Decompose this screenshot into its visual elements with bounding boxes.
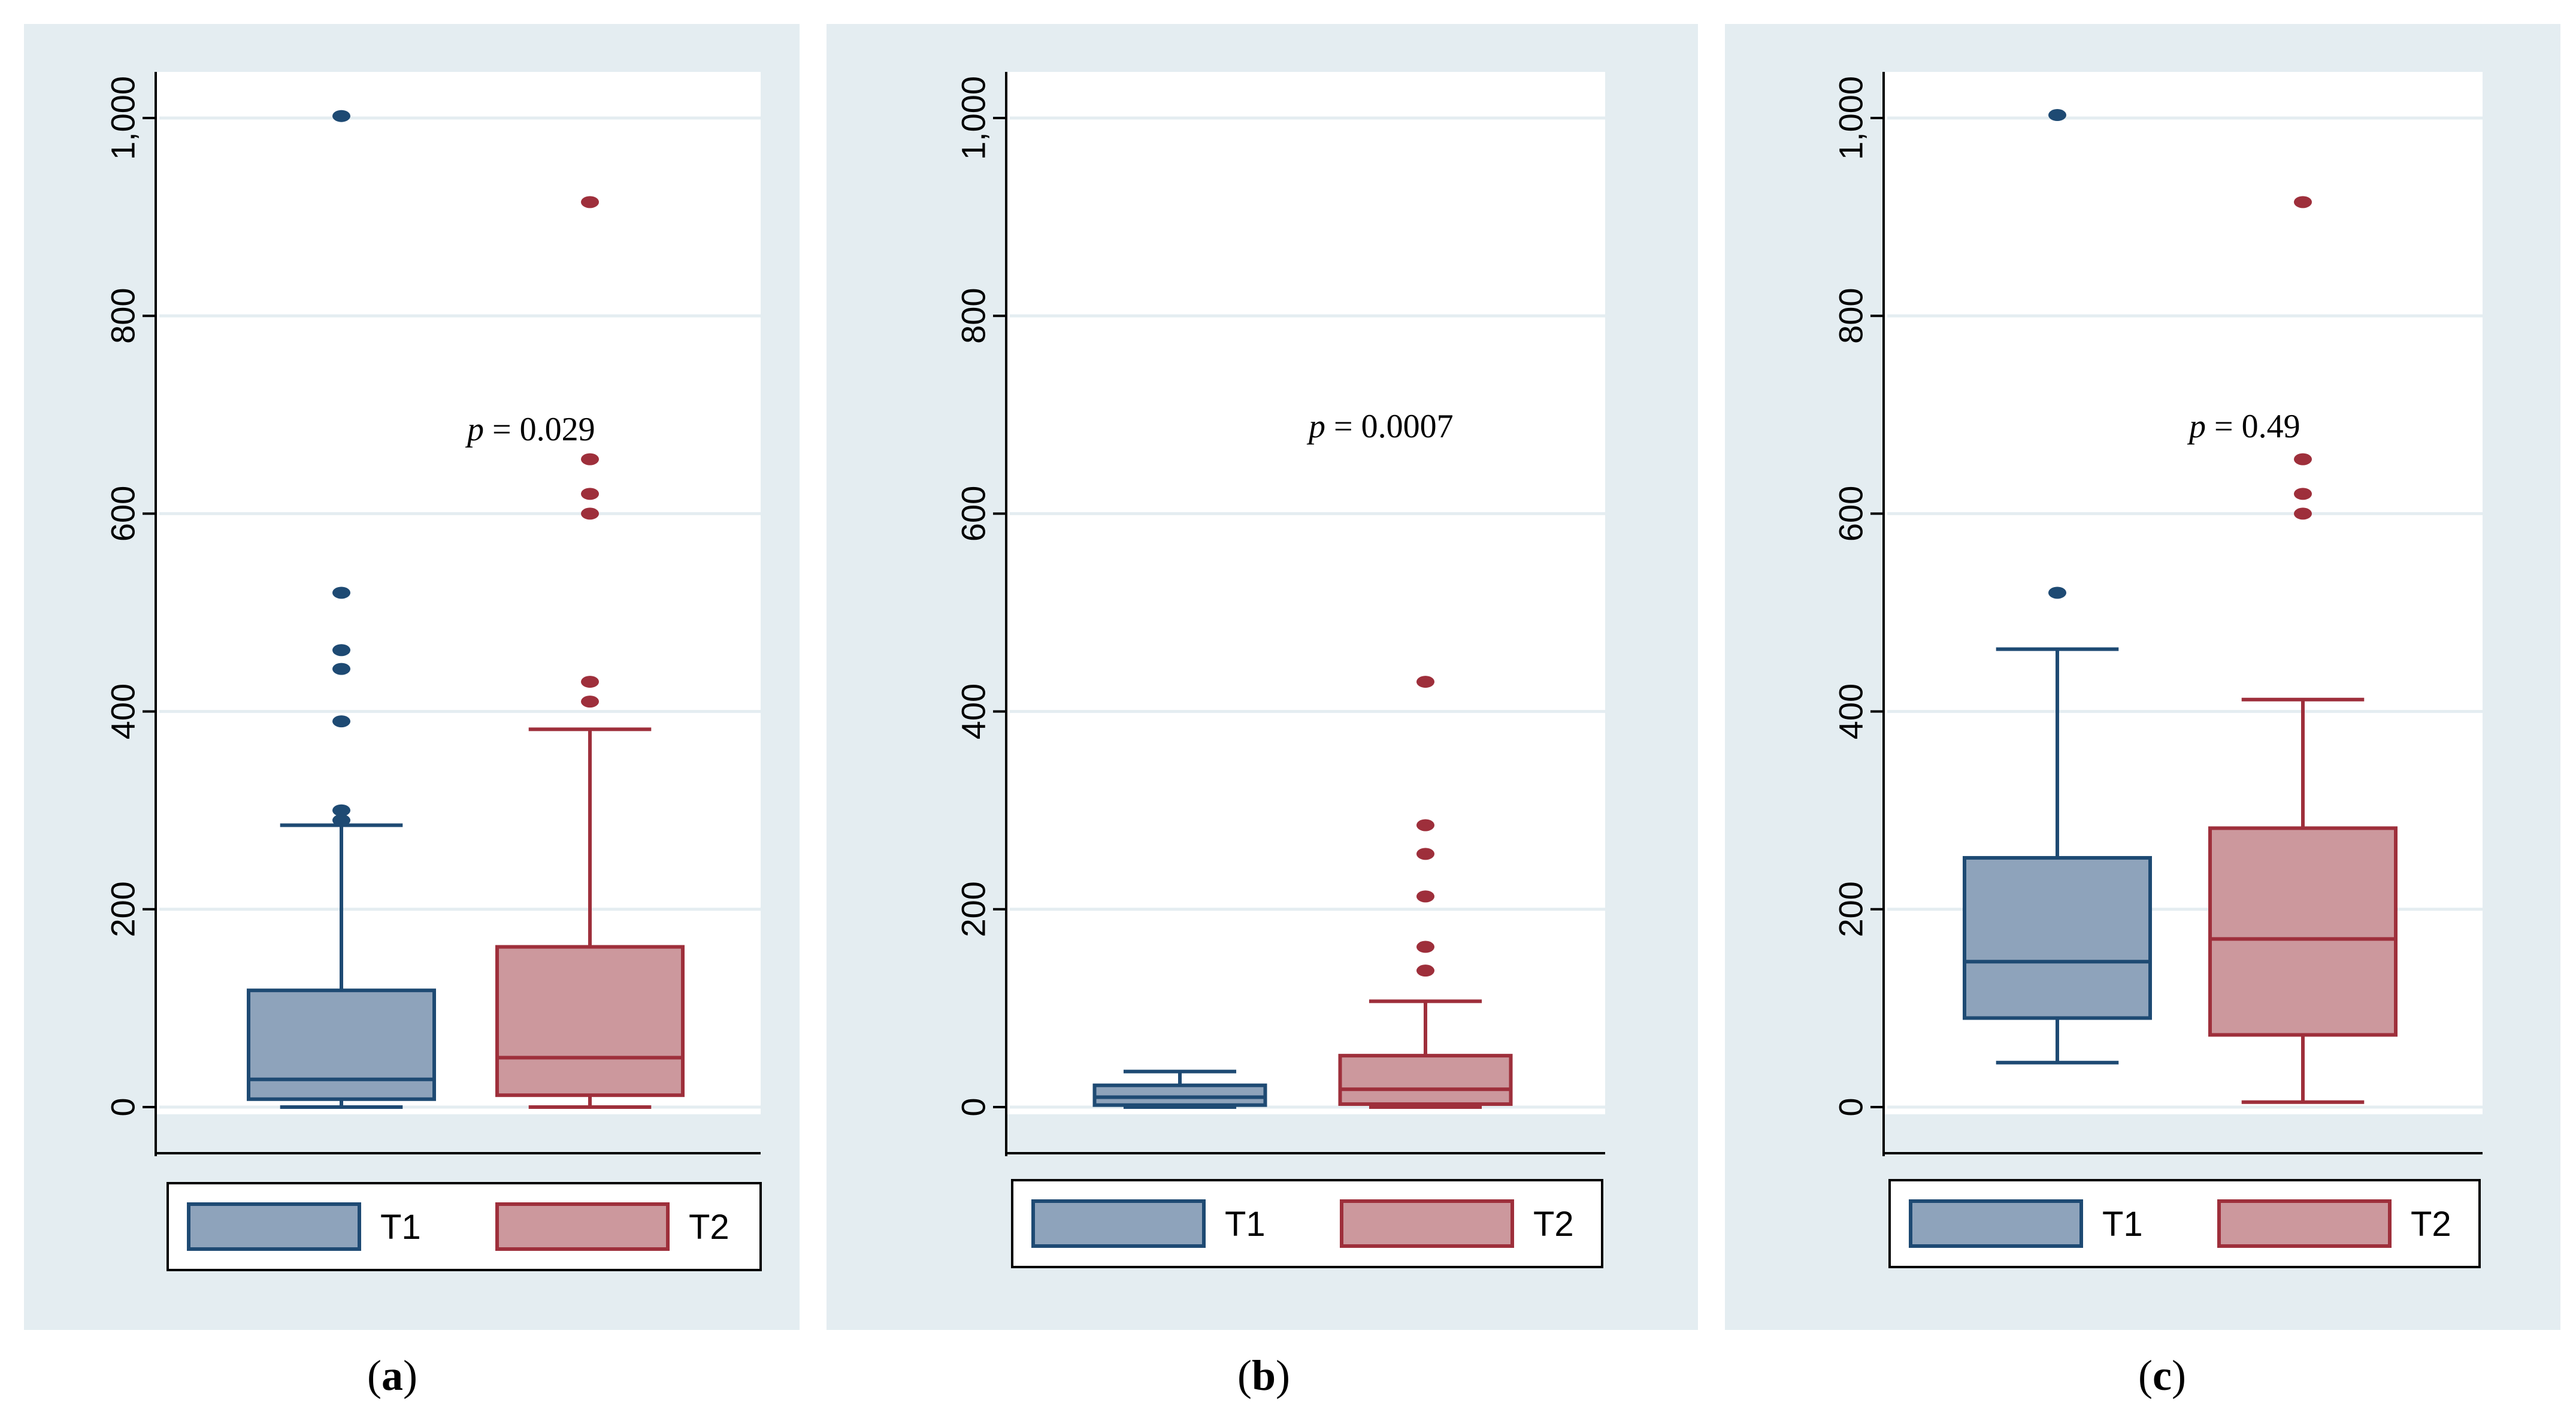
y-tick-label-3: 600 <box>955 486 992 542</box>
legend-label-t1: T1 <box>1225 1205 1266 1244</box>
caption-c-letter: c <box>2153 1352 2172 1399</box>
legend-key-t2 <box>495 1202 670 1251</box>
t1-outlier-6 <box>332 110 350 122</box>
t2-outlier-5 <box>581 196 599 208</box>
p-value-text: = 0.0007 <box>1325 408 1454 445</box>
caption-b: (b) <box>1204 1351 1324 1401</box>
y-tick-label-4: 800 <box>104 288 142 343</box>
p-value-symbol: p <box>2187 408 2206 445</box>
t2-outlier-0 <box>2294 507 2312 520</box>
caption-a: (a) <box>332 1351 452 1401</box>
t2-outlier-1 <box>2294 488 2312 500</box>
t1-outlier-4 <box>332 644 350 657</box>
t1-outlier-3 <box>332 663 350 675</box>
p-value-symbol: p <box>1306 408 1325 445</box>
t2-outlier-1 <box>581 676 599 688</box>
legend-key-t1 <box>187 1202 361 1251</box>
y-tick-label-2: 400 <box>955 684 992 739</box>
t1-outlier-0 <box>332 814 350 827</box>
t2-outlier-1 <box>1416 941 1434 953</box>
t1-box <box>1963 855 2152 1020</box>
t1-outlier-5 <box>332 586 350 599</box>
legend-label-t1: T1 <box>2102 1205 2143 1244</box>
t1-outlier-1 <box>2048 109 2066 122</box>
caption-a-open: ( <box>367 1352 382 1399</box>
legend-key-t1 <box>1909 1199 2083 1248</box>
t2-outlier-2 <box>581 507 599 520</box>
chart-panel-b: 0 200 400 600 800 1,000 p = 0.0007 T1 T2 <box>955 72 1605 1268</box>
y-tick-label-0: 0 <box>1832 1097 1870 1116</box>
y-tick-label-1: 200 <box>104 881 142 937</box>
legend-label-t2: T2 <box>689 1208 729 1247</box>
t2-outlier-2 <box>2294 453 2312 465</box>
caption-b-open: ( <box>1237 1352 1252 1399</box>
t2-outlier-5 <box>1416 676 1434 688</box>
chart-panel-c: 0 200 400 600 800 1,000 p = 0.49 T1 T2 <box>1832 72 2483 1268</box>
p-value-symbol: p <box>465 411 484 448</box>
y-tick-label-0: 0 <box>104 1097 142 1116</box>
t1-box <box>247 988 436 1101</box>
y-tick-label-5: 1,000 <box>104 76 142 160</box>
p-value-text: = 0.49 <box>2206 408 2300 445</box>
panel-a-plot-region <box>156 72 761 1114</box>
t1-box <box>1092 1083 1267 1107</box>
y-tick-label-2: 400 <box>1832 684 1870 739</box>
y-tick-label-4: 800 <box>1832 288 1870 343</box>
t2-box <box>1338 1054 1513 1106</box>
caption-c: (c) <box>2102 1351 2222 1401</box>
legend-label-t2: T2 <box>2411 1205 2451 1244</box>
t2-outlier-2 <box>1416 890 1434 903</box>
legend-label-t1: T1 <box>380 1208 421 1247</box>
legend-key-t1 <box>1031 1199 1206 1248</box>
y-tick-label-0: 0 <box>955 1097 992 1116</box>
y-tick-label-5: 1,000 <box>1832 76 1870 160</box>
t2-outlier-0 <box>581 696 599 708</box>
caption-a-letter: a <box>382 1352 403 1399</box>
y-tick-label-1: 200 <box>955 881 992 937</box>
chart-panel-a: 0 200 400 600 800 1,000 p = 0.029 T1 T2 <box>104 72 762 1271</box>
caption-a-close: ) <box>403 1352 417 1399</box>
t2-outlier-0 <box>1416 965 1434 977</box>
t2-box <box>2208 826 2398 1037</box>
p-value-text: = 0.029 <box>484 411 595 448</box>
legend-key-t2 <box>1340 1199 1514 1248</box>
y-tick-label-4: 800 <box>955 288 992 343</box>
caption-b-close: ) <box>1276 1352 1290 1399</box>
p-value-annotation: p = 0.0007 <box>1306 408 1454 445</box>
t2-box <box>495 945 685 1097</box>
caption-c-close: ) <box>2171 1352 2186 1399</box>
legend-label-t2: T2 <box>1533 1205 1574 1244</box>
p-value-annotation: p = 0.029 <box>465 411 595 448</box>
t2-outlier-4 <box>1416 819 1434 832</box>
t1-outlier-0 <box>2048 586 2066 599</box>
y-tick-label-3: 600 <box>1832 486 1870 542</box>
caption-c-open: ( <box>2138 1352 2153 1399</box>
t2-outlier-4 <box>581 453 599 465</box>
p-value-annotation: p = 0.49 <box>2187 408 2300 445</box>
legend-key-t2 <box>2217 1199 2392 1248</box>
t2-outlier-3 <box>581 488 599 500</box>
y-tick-label-5: 1,000 <box>955 76 992 160</box>
panel-b-plot-region <box>1006 72 1605 1114</box>
t1-outlier-2 <box>332 715 350 728</box>
caption-b-letter: b <box>1251 1352 1276 1399</box>
y-tick-label-3: 600 <box>104 486 142 542</box>
t2-outlier-3 <box>2294 196 2312 208</box>
y-tick-label-1: 200 <box>1832 881 1870 937</box>
t2-outlier-3 <box>1416 848 1434 860</box>
t1-outlier-1 <box>332 804 350 817</box>
y-tick-label-2: 400 <box>104 684 142 739</box>
